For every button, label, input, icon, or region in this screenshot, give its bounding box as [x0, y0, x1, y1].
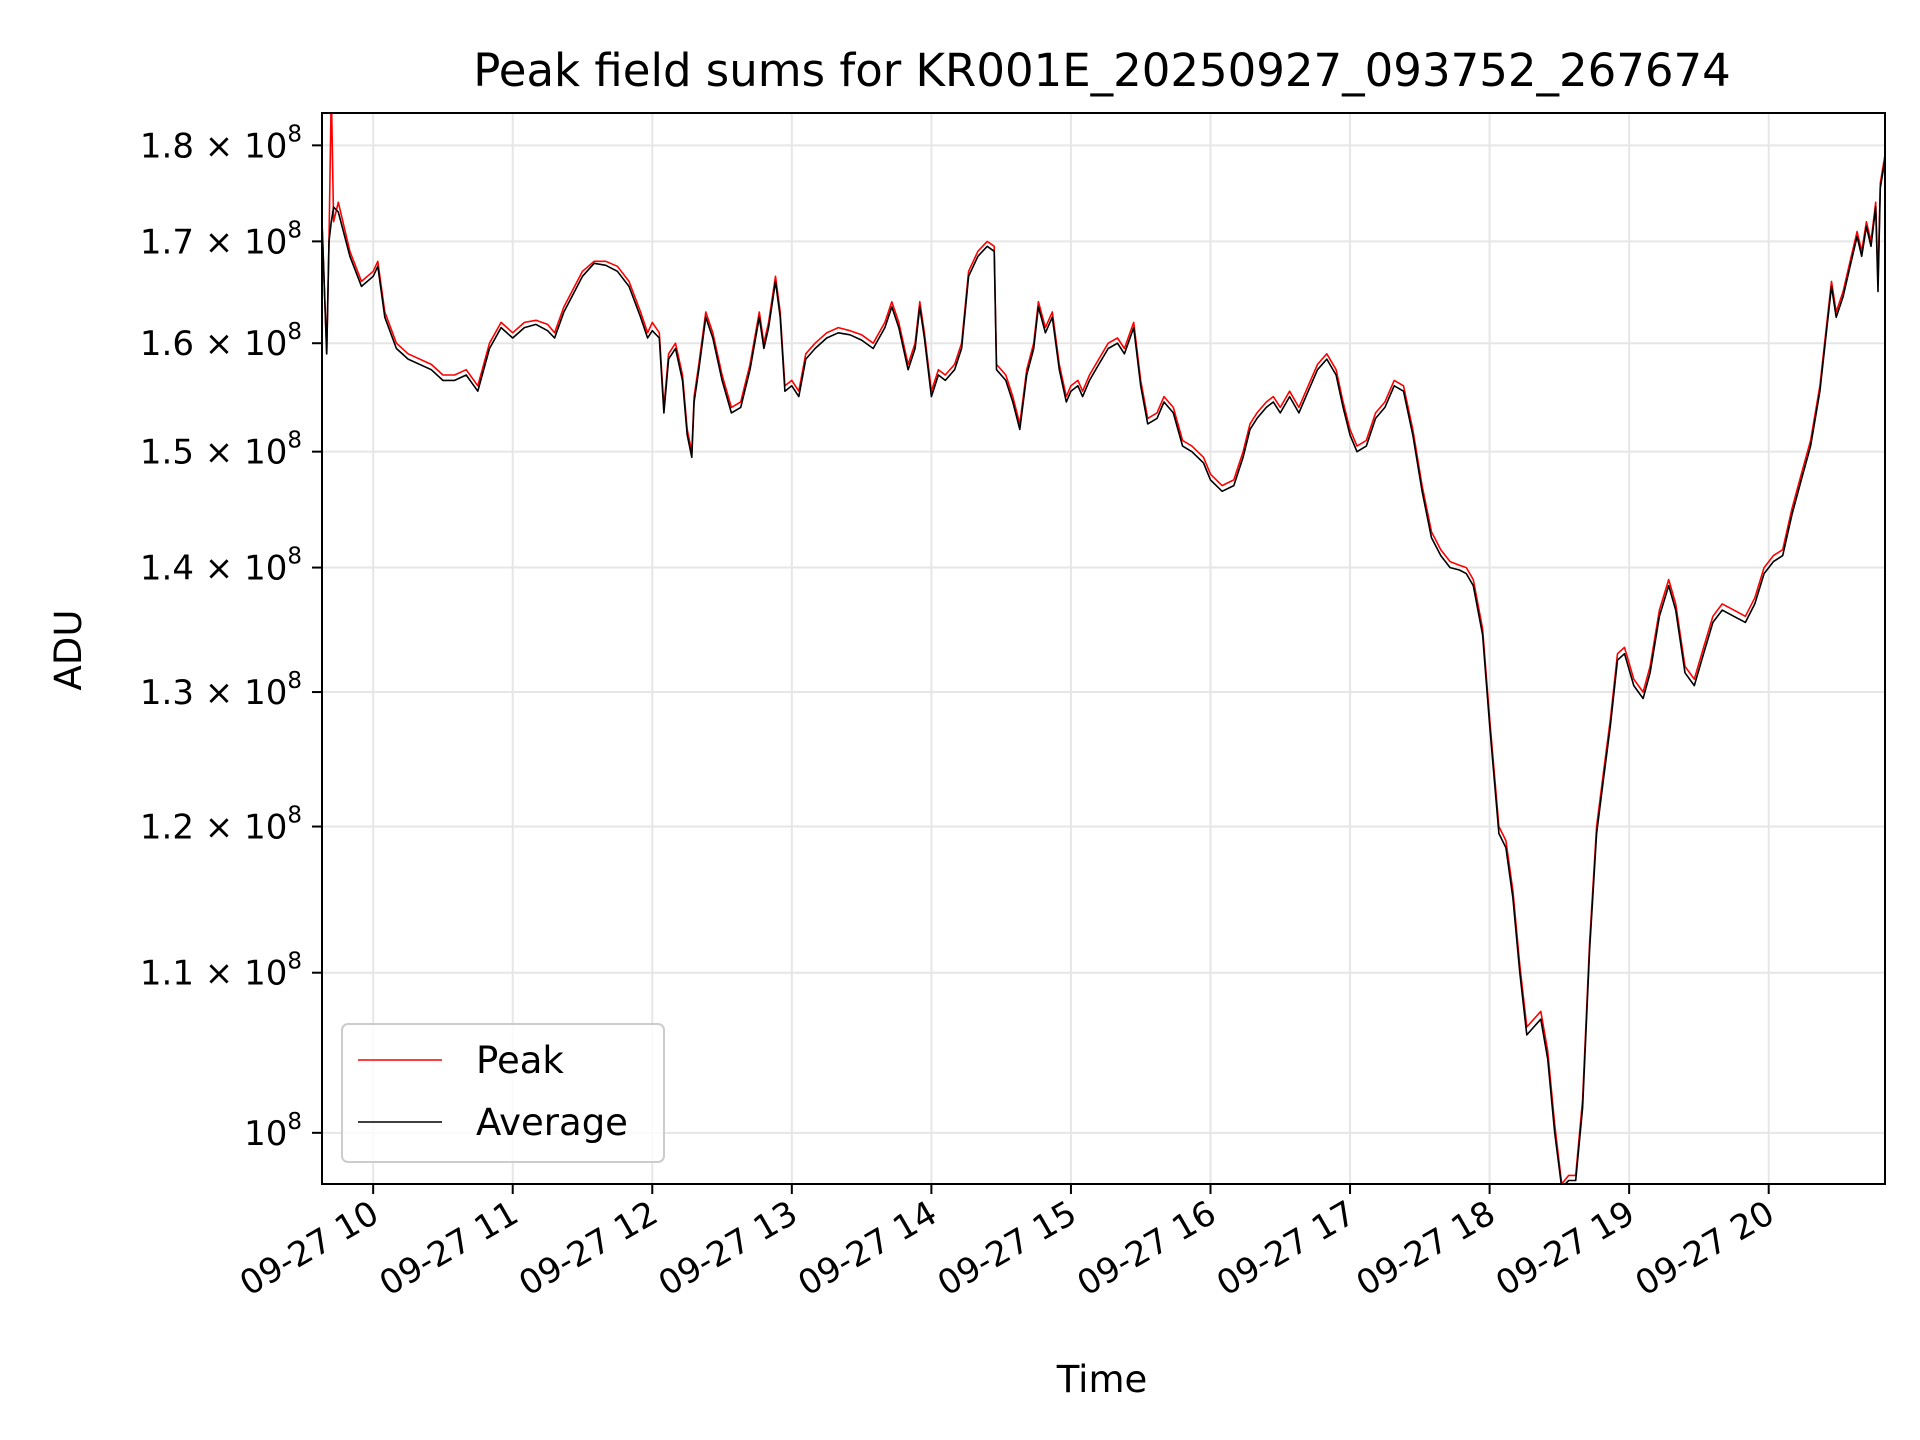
y-tick-label: 1.4 × 108: [140, 544, 302, 589]
legend-label-peak: Peak: [476, 1039, 564, 1082]
series-line-peak: [322, 113, 1885, 1184]
x-axis-label: Time: [1056, 1358, 1148, 1401]
legend-box: [341, 1023, 665, 1163]
y-tick-label: 1.8 × 108: [140, 121, 302, 166]
y-tick-label: 1.3 × 108: [140, 668, 302, 713]
legend-label-average: Average: [476, 1101, 628, 1144]
y-axis: 108 1.1 × 108 1.2 × 108 1.3 × 108 1.4 × 108 1…: [140, 121, 322, 1154]
grid-lines: [322, 113, 1885, 1184]
y-tick-label: 1.2 × 108: [140, 803, 302, 848]
series-layer: [322, 113, 1885, 1184]
y-tick-label: 1.6 × 108: [140, 319, 302, 364]
y-tick-label: 1.1 × 108: [140, 949, 302, 994]
y-axis-label: ADU: [47, 610, 90, 691]
legend: Peak Average: [341, 1023, 665, 1163]
y-tick-label: 108: [244, 1109, 302, 1154]
series-line-average: [322, 159, 1885, 1184]
y-tick-label: 1.5 × 108: [140, 428, 302, 473]
y-tick-label: 1.7 × 108: [140, 217, 302, 262]
plot-area-frame: [321, 112, 1886, 1185]
chart-title: Peak field sums for KR001E_20250927_0937…: [473, 44, 1731, 97]
